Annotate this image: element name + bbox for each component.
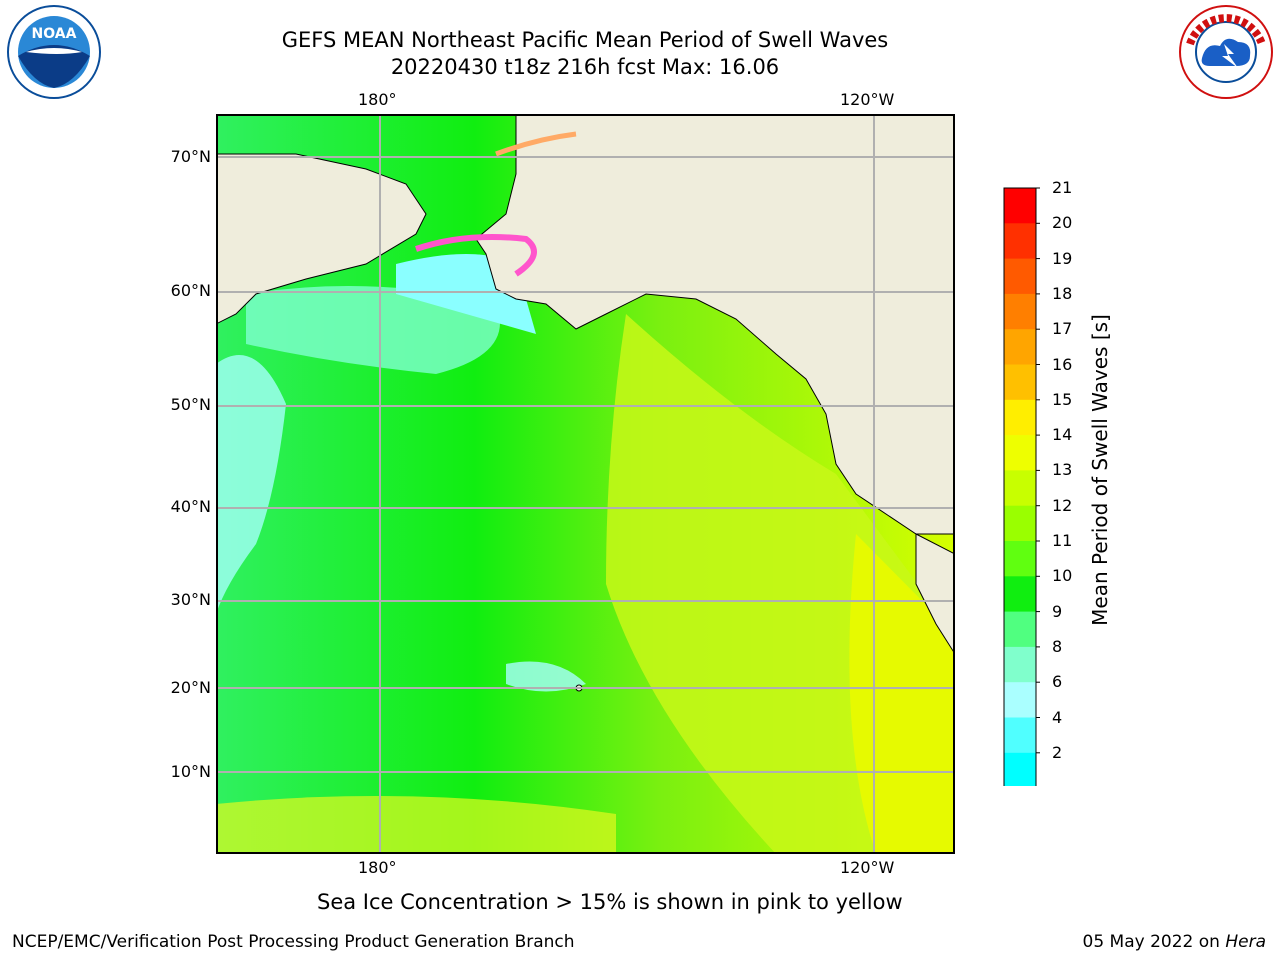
colorbar-segment xyxy=(1004,576,1036,613)
colorbar-segment xyxy=(1004,646,1036,683)
swell-zone-south xyxy=(216,796,616,854)
colorbar-label: Mean Period of Swell Waves [s] xyxy=(1088,314,1112,626)
colorbar-tick-label: 9 xyxy=(1052,601,1063,621)
lat-label-50n: 50°N xyxy=(170,395,211,414)
colorbar-tick-label: 6 xyxy=(1052,672,1063,692)
footer-date: 05 May 2022 on Hera xyxy=(1082,932,1267,952)
noaa-logo: NOAA xyxy=(7,5,101,99)
colorbar-segment xyxy=(1004,223,1036,260)
sea-ice-edge xyxy=(415,233,537,277)
colorbar-tick-label: 16 xyxy=(1052,354,1073,374)
swell-zone-northwest xyxy=(246,286,500,374)
graticule xyxy=(216,114,955,854)
colorbar-segment xyxy=(1004,470,1036,507)
colorbar-tick-label: 12 xyxy=(1052,495,1073,515)
lat-label-40n: 40°N xyxy=(170,497,211,516)
sea-ice-note: Sea Ice Concentration > 15% is shown in … xyxy=(317,890,903,914)
swell-zone-far-east xyxy=(849,534,955,854)
colorbar-segment xyxy=(1004,293,1036,330)
sea-ice-edge-north xyxy=(495,131,577,157)
colorbar-segment xyxy=(1004,752,1036,786)
lon-label-180-top: 180° xyxy=(358,90,397,109)
footer-producer: NCEP/EMC/Verification Post Processing Pr… xyxy=(12,932,575,952)
colorbar-segment xyxy=(1004,505,1036,542)
colorbar-segment xyxy=(1004,329,1036,365)
colorbar-tick-label: 10 xyxy=(1052,566,1073,586)
colorbar-tick-label: 17 xyxy=(1052,319,1073,339)
lat-label-60n: 60°N xyxy=(170,281,211,300)
nws-logo xyxy=(1179,5,1273,99)
colorbar-segment xyxy=(1004,435,1036,471)
colorbar-tick-label: 13 xyxy=(1052,460,1073,480)
map-subtitle: 20220430 t18z 216h fcst Max: 16.06 xyxy=(390,55,780,79)
colorbar-segment xyxy=(1004,682,1036,718)
colorbar-tick-label: 20 xyxy=(1052,213,1073,233)
footer-machine: Hera xyxy=(1225,932,1266,952)
svg-text:NOAA: NOAA xyxy=(32,26,77,42)
colorbar xyxy=(1003,187,1040,786)
colorbar-tick-label: 21 xyxy=(1052,178,1073,197)
colorbar-segment xyxy=(1004,188,1036,224)
colorbar-tick-label: 4 xyxy=(1052,707,1063,727)
lon-label-120w-top: 120°W xyxy=(840,90,895,109)
land-mexico xyxy=(915,533,955,655)
colorbar-tick-label: 15 xyxy=(1052,389,1073,409)
colorbar-segment xyxy=(1004,717,1036,754)
lon-label-120w-bottom: 120°W xyxy=(840,858,895,877)
swell-zone-west xyxy=(216,355,286,614)
land-north-america xyxy=(475,114,955,535)
colorbar-tick-label: 14 xyxy=(1052,425,1073,445)
colorbar-segment xyxy=(1004,611,1036,648)
colorbar-segment xyxy=(1004,541,1036,577)
lat-label-30n: 30°N xyxy=(170,590,211,609)
map-frame xyxy=(216,114,955,854)
colorbar-tick-label: 8 xyxy=(1052,636,1063,656)
lon-label-180-bottom: 180° xyxy=(358,858,397,877)
colorbar-tick-label: 11 xyxy=(1052,531,1073,550)
lat-label-10n: 10°N xyxy=(170,762,211,781)
colorbar-tick-label: 18 xyxy=(1052,283,1073,303)
colorbar-segment xyxy=(1004,364,1036,401)
colorbar-frame xyxy=(1003,187,1037,786)
lat-label-20n: 20°N xyxy=(170,678,211,697)
map-title: GEFS MEAN Northeast Pacific Mean Period … xyxy=(281,28,889,52)
colorbar-segment xyxy=(1004,399,1036,436)
colorbar-tick-label: 2 xyxy=(1052,742,1063,762)
land-siberia xyxy=(216,153,427,325)
swell-period-map xyxy=(216,114,955,854)
colorbar-segment xyxy=(1004,258,1036,295)
swell-zone-hawaii xyxy=(506,661,586,692)
lat-label-70n: 70°N xyxy=(170,147,211,166)
colorbar-tick-label: 19 xyxy=(1052,248,1073,268)
